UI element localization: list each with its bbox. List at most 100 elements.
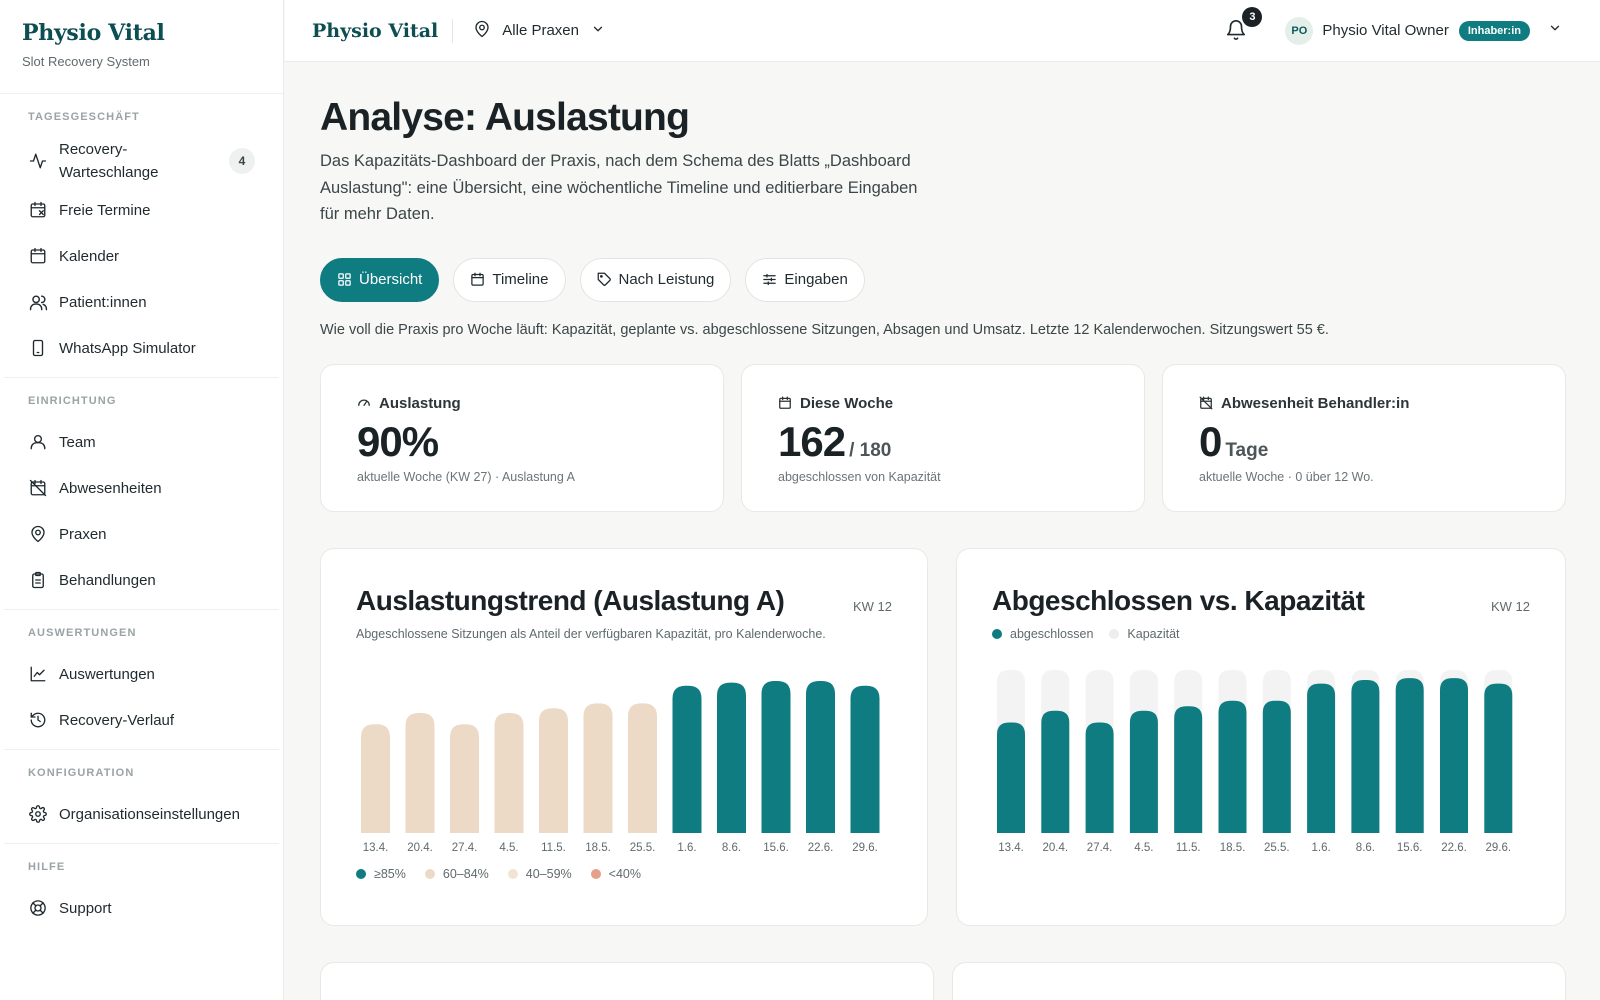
group-label: TAGESGESCHÄFT — [28, 111, 140, 123]
tab-label: Timeline — [492, 271, 549, 288]
kpi-suffix: Tage — [1225, 439, 1269, 461]
legend-label: <40% — [608, 866, 641, 881]
chart-row: 13.4. 20.4. 27.4. 4.5. 11.5. 18.5. 25.5. 1.6. 8.… — [320, 547, 1566, 926]
sidebar-item-praxen[interactable]: Praxen — [18, 511, 265, 557]
sidebar-item-label: Patient:innen — [59, 293, 147, 311]
sidebar-item-patientinnen[interactable]: Patient:innen — [18, 279, 265, 325]
sidebar-item-label: Behandlungen — [59, 571, 156, 589]
sidebar-item-team[interactable]: Team — [18, 419, 265, 465]
completed-vs-capacity-chart: 13.4. 20.4. 27.4. 4.5. 11.5. 18.5. 25.5. 1.6. 8.… — [997, 669, 1513, 854]
completed-bar-11.5. — [1174, 705, 1203, 833]
sidebar-item-label: Recovery-Warteschlange — [59, 141, 159, 181]
brand-subtitle: Slot Recovery System — [22, 54, 150, 69]
bar-27.4. — [450, 723, 479, 833]
main-content: Analyse: Auslastung Das Kapazitäts-Dashb… — [320, 62, 1566, 1000]
sidebar-item-freie-termine[interactable]: Freie Termine — [18, 187, 265, 233]
x-tick-label: 22.6. — [808, 842, 834, 854]
group-label: EINRICHTUNG — [28, 395, 117, 407]
sidebar-item-behandlungen[interactable]: Behandlungen — [18, 557, 265, 603]
brand-name: Physio Vital — [22, 20, 165, 46]
x-tick-label: 8.6. — [1356, 842, 1375, 854]
sidebar-item-recovery-verlauf[interactable]: Recovery-Verlauf — [18, 697, 265, 743]
calendar-icon — [778, 396, 792, 410]
sidebar-item-label: Kalender — [59, 247, 120, 265]
tab-timeline[interactable]: Timeline — [453, 257, 566, 302]
kpi-footnote: abgeschlossen von Kapazität — [778, 469, 941, 484]
sidebar-item-label: Freie Termine — [59, 201, 151, 219]
chart-subtitle: Abgeschlossene Sitzungen als Anteil der … — [356, 626, 826, 641]
bell-icon — [1225, 19, 1247, 45]
x-tick-label: 20.4. — [407, 842, 433, 854]
practice-select[interactable]: Alle Praxen — [473, 20, 605, 42]
calendar-x-icon — [28, 200, 48, 220]
utilization-trend-chart: 13.4. 20.4. 27.4. 4.5. 11.5. 18.5. 25.5. 1.6. 8.… — [361, 680, 880, 854]
sidebar-item-whatsapp-simulator[interactable]: WhatsApp Simulator — [18, 325, 265, 371]
sidebar-item-kalender[interactable]: Kalender — [18, 233, 265, 279]
kpi-footnote: aktuelle Woche (KW 27) · Auslastung A — [357, 469, 575, 484]
completed-bar-18.5. — [1218, 700, 1247, 833]
x-tick-label: 22.6. — [1441, 842, 1467, 854]
kpi-head: Diese Woche — [778, 395, 1108, 412]
x-tick-label: 13.4. — [363, 842, 389, 854]
chart-title: Auslastungstrend (Auslastung A) — [356, 584, 785, 616]
legend-label: ≥85% — [374, 866, 406, 881]
map-pin-icon — [473, 20, 491, 42]
brand: Physio Vital Slot Recovery System — [0, 0, 283, 94]
nav-group-auswertungen: AUSWERTUNGEN Auswertungen Recovery-Verla… — [4, 610, 279, 750]
calendar-icon — [28, 246, 48, 266]
completed-bar-27.4. — [1085, 722, 1114, 833]
gear-icon — [28, 804, 48, 824]
tab-eingaben[interactable]: Eingaben — [745, 257, 865, 302]
history-icon — [28, 710, 48, 730]
tab-label: Nach Leistung — [618, 271, 715, 288]
sidebar-item-label: Praxen — [59, 525, 107, 543]
x-tick-label: 18.5. — [1220, 842, 1246, 854]
completed-bar-13.4. — [997, 722, 1025, 833]
bar-4.5. — [494, 712, 524, 833]
user-name[interactable]: Physio Vital Owner — [1322, 22, 1449, 39]
legend-item: Kapazität — [1109, 627, 1180, 641]
kpi-head: Abwesenheit Behandler:in — [1199, 395, 1529, 412]
bar-1.6. — [672, 685, 702, 833]
x-tick-label: 27.4. — [1087, 842, 1113, 854]
sidebar-item-recovery-warteschlange[interactable]: Recovery-Warteschlange 4 — [18, 135, 265, 187]
sidebar-item-support[interactable]: Support — [18, 885, 265, 931]
sliders-icon — [762, 272, 777, 287]
page-description: Das Kapazitäts-Dashboard der Praxis, nac… — [320, 152, 918, 223]
topbar-brand[interactable]: Physio Vital — [285, 18, 454, 43]
tab-nach-leistung[interactable]: Nach Leistung — [579, 257, 732, 302]
practice-select-value: Alle Praxen — [502, 22, 579, 39]
completed-bar-29.6. — [1484, 683, 1513, 833]
chevron-down-icon[interactable] — [1548, 21, 1562, 40]
sidebar-item-organisationseinstellungen[interactable]: Organisationseinstellungen — [18, 791, 265, 837]
x-tick-label: 27.4. — [452, 842, 478, 854]
legend-item: 40–59% — [507, 866, 572, 881]
completed-bar-20.4. — [1041, 710, 1070, 833]
legend-label: 60–84% — [442, 866, 489, 881]
x-tick-label: 18.5. — [585, 842, 611, 854]
x-tick-label: 15.6. — [1397, 842, 1423, 854]
chart-card-auslastungstrend: 13.4. 20.4. 27.4. 4.5. 11.5. 18.5. 25.5. 1.6. 8.… — [320, 547, 928, 926]
legend-item: 60–84% — [424, 866, 489, 881]
sidebar-item-auswertungen[interactable]: Auswertungen — [18, 651, 265, 697]
x-tick-label: 15.6. — [763, 842, 789, 854]
map-pin-icon — [28, 524, 48, 544]
bar-8.6. — [717, 682, 746, 833]
line-chart-icon — [28, 664, 48, 684]
avatar[interactable]: PO — [1285, 16, 1314, 45]
bar-29.6. — [850, 685, 880, 833]
notifications-button[interactable]: 3 — [1225, 6, 1263, 45]
tab-uebersicht[interactable]: Übersicht — [320, 257, 440, 302]
nav-group-einrichtung: EINRICHTUNG Team Abwesenheiten Praxen Be… — [4, 378, 279, 610]
x-tick-label: 1.6. — [1312, 842, 1331, 854]
kpi-label: Abwesenheit Behandler:in — [1221, 394, 1410, 412]
sidebar-item-abwesenheiten[interactable]: Abwesenheiten — [18, 465, 265, 511]
page-title: Analyse: Auslastung — [320, 96, 690, 139]
legend-label: 40–59% — [525, 866, 572, 881]
bar-15.6. — [761, 680, 791, 833]
chart-title: Abgeschlossen vs. Kapazität — [992, 584, 1365, 616]
tab-label: Eingaben — [784, 271, 848, 288]
x-tick-label: 11.5. — [541, 842, 566, 854]
completed-bar-25.5. — [1262, 700, 1291, 833]
queue-count-badge: 4 — [229, 148, 255, 174]
